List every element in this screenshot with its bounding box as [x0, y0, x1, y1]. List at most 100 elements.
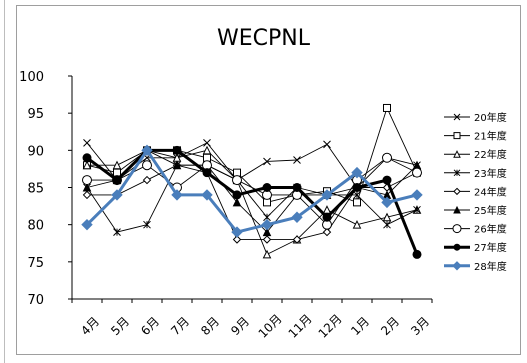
- data-point: [82, 175, 92, 186]
- data-point: [293, 156, 301, 164]
- data-point: [412, 249, 422, 259]
- data-point: [291, 211, 303, 223]
- legend-label: 23年度: [474, 167, 507, 180]
- data-point: [263, 157, 271, 166]
- data-point: [322, 212, 332, 222]
- legend-item: 27年度: [444, 241, 507, 254]
- left-edge-divider: [0, 0, 5, 363]
- legend-marker: [452, 261, 462, 271]
- data-point: [112, 175, 122, 185]
- data-point: [321, 189, 333, 201]
- series-7: [82, 145, 422, 259]
- data-point: [352, 220, 362, 229]
- legend-item: 20年度: [444, 111, 507, 124]
- legend: 20年度 21年度 22年度 23年度 24年度 25年度 26年度 27年度 28年度: [444, 111, 507, 273]
- series-3: [83, 161, 421, 236]
- legend-marker: [453, 205, 461, 214]
- legend-item: 26年度: [444, 223, 507, 236]
- x-tick-label: 3月: [408, 314, 432, 338]
- legend-marker: [453, 150, 461, 158]
- data-point: [262, 183, 272, 192]
- data-point: [203, 139, 211, 147]
- data-point: [262, 235, 272, 244]
- data-point: [383, 103, 391, 112]
- legend-label: 26年度: [474, 223, 507, 236]
- data-point: [382, 152, 392, 163]
- chart-border: [16, 5, 521, 355]
- legend-marker: [453, 187, 461, 196]
- data-point: [202, 168, 212, 178]
- legend-item: 24年度: [444, 185, 507, 198]
- legend-label: 24年度: [474, 185, 507, 198]
- legend-label: 27年度: [474, 241, 507, 254]
- data-point: [112, 160, 122, 170]
- data-point: [83, 139, 91, 147]
- data-point: [411, 189, 423, 201]
- data-point: [262, 249, 272, 259]
- data-point: [412, 167, 422, 178]
- data-point: [352, 183, 362, 192]
- series-4: [82, 160, 422, 244]
- x-tick-label: 4月: [78, 314, 102, 338]
- legend-marker: [453, 243, 461, 251]
- data-point: [262, 227, 272, 237]
- x-tick-label: 8月: [198, 314, 222, 338]
- y-tick-label: 95: [27, 107, 44, 122]
- y-tick-label: 70: [27, 293, 44, 308]
- legend-label: 28年度: [474, 260, 507, 273]
- y-tick-label: 80: [27, 219, 44, 234]
- x-tick-label: 11月: [286, 312, 315, 341]
- data-point: [82, 153, 92, 163]
- series-layer: [81, 103, 423, 259]
- legend-marker: [452, 224, 462, 234]
- legend-item: 22年度: [444, 148, 507, 161]
- data-point: [82, 190, 92, 200]
- data-point: [353, 198, 361, 207]
- x-tick-label: 6月: [138, 314, 162, 338]
- data-point: [232, 190, 242, 200]
- y-tick-label: 90: [27, 144, 44, 159]
- data-point: [322, 205, 332, 214]
- x-tick-label: 10月: [256, 312, 285, 341]
- data-point: [141, 144, 153, 157]
- data-point: [292, 183, 302, 192]
- x-tick-label: 5月: [108, 314, 132, 338]
- data-point: [232, 175, 242, 186]
- data-point: [82, 182, 92, 192]
- data-point: [261, 218, 273, 231]
- data-point: [143, 220, 151, 229]
- legend-label: 25年度: [474, 204, 507, 217]
- data-point: [202, 145, 212, 155]
- y-tick-label: 75: [27, 256, 44, 271]
- data-point: [82, 160, 92, 170]
- data-point: [142, 160, 152, 171]
- data-point: [172, 145, 182, 155]
- data-point: [172, 160, 182, 170]
- x-tick-label: 1月: [348, 314, 372, 338]
- y-tick-label: 100: [19, 70, 44, 85]
- legend-marker: [453, 169, 461, 177]
- data-point: [81, 218, 93, 231]
- data-point: [382, 212, 392, 222]
- chart-title: WECPNL: [217, 26, 310, 51]
- data-point: [323, 140, 331, 149]
- data-point: [382, 175, 392, 185]
- series-8: [81, 144, 423, 238]
- data-point: [322, 227, 332, 237]
- data-point: [231, 226, 243, 238]
- data-point: [113, 228, 121, 236]
- series-line: [85, 148, 418, 234]
- data-point: [171, 189, 183, 201]
- legend-marker: [453, 132, 461, 140]
- y-tick-label: 85: [27, 182, 44, 197]
- data-point: [232, 197, 242, 207]
- legend-marker: [453, 113, 461, 121]
- data-point: [142, 175, 152, 185]
- legend-item: 25年度: [444, 204, 507, 217]
- legend-item: 28年度: [444, 260, 507, 273]
- x-tick-label: 2月: [378, 314, 402, 338]
- data-point: [383, 220, 391, 229]
- series-line: [86, 142, 418, 188]
